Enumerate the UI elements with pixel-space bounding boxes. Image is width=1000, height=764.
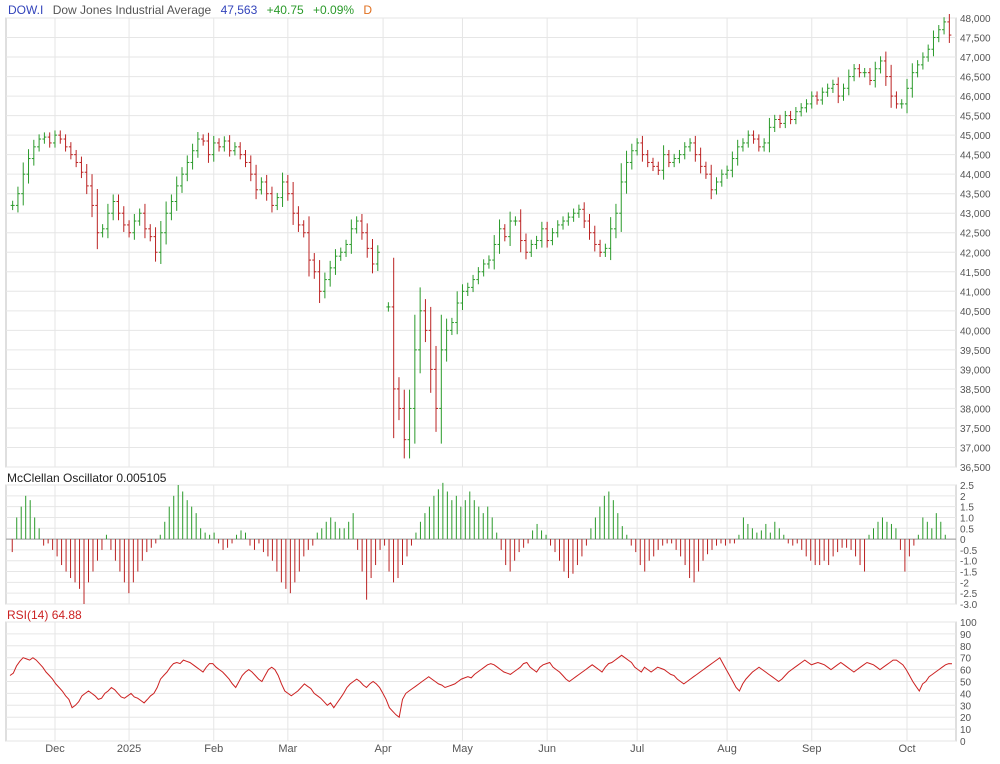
rsi-axis-tick-label: 10 xyxy=(960,725,972,736)
mcclellan-last-value: 0.005105 xyxy=(116,471,167,485)
rsi-last-value: 64.88 xyxy=(51,608,82,622)
mcclellan-axis-tick-label: -1.5 xyxy=(960,568,978,579)
price-axis-tick-label: 45,500 xyxy=(960,112,991,123)
price-axis-tick-label: 41,500 xyxy=(960,268,991,279)
x-tick-label: Mar xyxy=(278,743,297,755)
x-tick-label: Dec xyxy=(45,743,65,755)
instrument-name: Dow Jones Industrial Average xyxy=(52,3,212,17)
x-tick-label: Feb xyxy=(204,743,223,755)
rsi-axis-tick-label: 60 xyxy=(960,666,972,677)
mcclellan-axis-tick-label: 2.5 xyxy=(960,481,974,492)
price-axis-tick-label: 41,000 xyxy=(960,287,991,298)
price-axis-tick-label: 39,000 xyxy=(960,365,991,376)
mcclellan-axis-tick-label: 0.5 xyxy=(960,524,974,535)
rsi-axis-tick-label: 20 xyxy=(960,713,972,724)
mcclellan-axis-tick-label: -2 xyxy=(960,578,969,589)
rsi-axis-tick-label: 90 xyxy=(960,630,972,641)
price-axis-tick-label: 40,000 xyxy=(960,326,991,337)
x-tick-label: May xyxy=(452,743,473,755)
mcclellan-axis-tick-label: 1.5 xyxy=(960,503,974,514)
price-axis-tick-label: 37,500 xyxy=(960,424,991,435)
price-axis-tick-label: 44,000 xyxy=(960,170,991,181)
price-axis-tick-label: 46,500 xyxy=(960,73,991,84)
x-tick-label: Oct xyxy=(898,743,915,755)
mcclellan-axis-tick-label: -1.0 xyxy=(960,557,978,568)
price-axis-tick-label: 42,500 xyxy=(960,229,991,240)
price-axis-tick-label: 43,000 xyxy=(960,209,991,220)
price-axis-tick-label: 43,500 xyxy=(960,190,991,201)
rsi-axis-tick-label: 0 xyxy=(960,737,966,748)
price-axis-tick-label: 48,000 xyxy=(960,14,991,25)
price-axis-tick-label: 39,500 xyxy=(960,346,991,357)
x-tick-label: Jun xyxy=(538,743,556,755)
rsi-line xyxy=(9,654,953,719)
price-axis-tick-label: 37,000 xyxy=(960,443,991,454)
mcclellan-axis-tick-label: 1.0 xyxy=(960,513,974,524)
mcclellan-axis-tick-label: 2 xyxy=(960,492,966,503)
mcclellan-axis-tick-label: -3.0 xyxy=(960,600,978,611)
price-axis-tick-label: 46,000 xyxy=(960,92,991,103)
chart-header: DOW.I Dow Jones Industrial Average 47,56… xyxy=(8,3,378,17)
price-axis-tick-label: 42,000 xyxy=(960,248,991,259)
symbol-label[interactable]: DOW.I xyxy=(8,3,44,17)
price-axis-tick-label: 45,000 xyxy=(960,131,991,142)
mcclellan-label: McClellan Oscillator 0.005105 xyxy=(7,471,166,485)
price-axis-tick-label: 36,500 xyxy=(960,463,991,474)
last-price: 47,563 xyxy=(220,3,258,17)
price-panel-frame xyxy=(5,17,957,468)
x-tick-label: Apr xyxy=(375,743,392,755)
rsi-axis-tick-label: 40 xyxy=(960,689,972,700)
x-tick-label: Sep xyxy=(802,743,822,755)
x-tick-label: Jul xyxy=(630,743,644,755)
rsi-axis-tick-label: 50 xyxy=(960,678,972,689)
price-axis-tick-label: 47,500 xyxy=(960,34,991,45)
price-axis-tick-label: 40,500 xyxy=(960,307,991,318)
mcclellan-panel-frame xyxy=(5,484,957,605)
rsi-title: RSI(14) xyxy=(7,608,49,622)
price-axis-tick-label: 38,000 xyxy=(960,404,991,415)
mcclellan-axis-tick-label: -2.5 xyxy=(960,589,978,600)
mcclellan-axis-tick-label: 0 xyxy=(960,535,966,546)
rsi-axis-tick-label: 100 xyxy=(960,618,977,629)
mcclellan-title: McClellan Oscillator xyxy=(7,471,114,485)
x-tick-label: 2025 xyxy=(117,743,141,755)
mcclellan-axis-tick-label: -0.5 xyxy=(960,546,978,557)
x-tick-label: Aug xyxy=(717,743,737,755)
price-axis-tick-label: 44,500 xyxy=(960,151,991,162)
price-axis-tick-label: 38,500 xyxy=(960,385,991,396)
price-change: +40.75 xyxy=(266,3,304,17)
price-axis-tick-label: 47,000 xyxy=(960,53,991,64)
rsi-label: RSI(14) 64.88 xyxy=(7,608,82,622)
price-change-percent: +0.09% xyxy=(313,3,355,17)
period-label[interactable]: D xyxy=(363,3,373,17)
rsi-axis-tick-label: 30 xyxy=(960,701,972,712)
rsi-axis-tick-label: 70 xyxy=(960,654,972,665)
rsi-axis-tick-label: 80 xyxy=(960,642,972,653)
